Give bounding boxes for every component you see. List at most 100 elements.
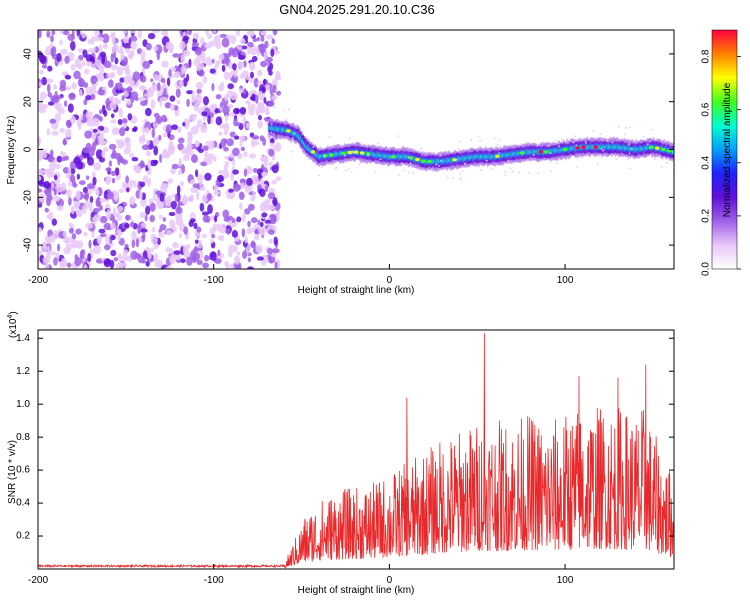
noise-blob (162, 148, 168, 156)
noise-blob (217, 175, 224, 183)
noise-blob (46, 30, 51, 38)
noise-blob (53, 257, 58, 266)
noise-blob (101, 150, 106, 158)
noise-blob (207, 153, 215, 160)
outlier-point (407, 156, 410, 159)
noise-blob (49, 251, 57, 256)
noise-blob (227, 83, 234, 90)
noise-blob (75, 190, 81, 201)
noise-blob (47, 101, 55, 106)
noise-blob (202, 262, 210, 269)
noise-blob (124, 68, 131, 76)
noise-blob (39, 69, 44, 75)
noise-blob (147, 177, 151, 187)
noise-blob (98, 44, 103, 50)
outlier-point (485, 159, 488, 162)
y-tick-label: -20 (23, 190, 34, 205)
outlier-point (651, 128, 653, 131)
noise-blob (169, 219, 176, 229)
outlier-point (575, 144, 578, 147)
noise-blob (195, 81, 204, 89)
noise-blob (158, 134, 162, 141)
outlier-point (470, 139, 473, 142)
noise-blob (158, 203, 165, 208)
noise-blob (44, 235, 51, 242)
noise-blob (270, 217, 274, 224)
noise-blob (168, 69, 172, 77)
outlier-point (352, 151, 355, 154)
noise-blob (54, 112, 62, 122)
x-tick-label: 0 (387, 275, 393, 286)
noise-blob (121, 95, 125, 101)
noise-blob (274, 261, 278, 269)
noise-blob (46, 198, 51, 206)
noise-blob (230, 77, 237, 82)
noise-blob (153, 145, 159, 156)
outlier-point (397, 174, 400, 177)
noise-blob (249, 61, 255, 70)
outlier-point (600, 147, 603, 150)
noise-blob (247, 257, 251, 263)
noise-blob (60, 48, 68, 56)
noise-blob (168, 211, 176, 217)
noise-blob (66, 189, 72, 198)
noise-blob (62, 30, 70, 36)
noise-blob (233, 118, 238, 127)
noise-blob (68, 222, 73, 228)
outlier-point (585, 141, 587, 144)
noise-blob (226, 228, 231, 235)
spectrogram-y-ticks: -40 -20 0 20 40 (23, 48, 674, 252)
noise-blob (200, 123, 208, 133)
noise-blob (213, 191, 221, 196)
noise-blob (92, 128, 98, 133)
noise-blob (257, 184, 262, 190)
noise-blob (186, 90, 194, 95)
noise-blob (169, 95, 176, 102)
noise-blob (247, 266, 254, 269)
outlier-point (572, 141, 575, 144)
noise-blob (202, 145, 209, 151)
noise-blob (207, 115, 211, 125)
noise-blob (63, 246, 71, 255)
noise-blob (259, 188, 266, 197)
noise-blob (264, 40, 269, 49)
noise-blob (112, 207, 117, 215)
noise-blob (189, 218, 196, 223)
noise-blob (165, 246, 170, 253)
noise-blob (139, 160, 145, 168)
noise-blob (83, 99, 88, 106)
outlier-point (598, 155, 601, 158)
snr-scale-suffix: ) (8, 311, 19, 314)
noise-blob (129, 179, 137, 186)
noise-blob (150, 78, 154, 83)
outlier-point (664, 140, 666, 143)
noise-blob (170, 145, 175, 156)
noise-blob (125, 215, 129, 221)
noise-blob (150, 247, 154, 253)
noise-blob (84, 130, 93, 139)
noise-blob (118, 108, 124, 118)
noise-blob (76, 30, 81, 37)
x-tick-label: 100 (557, 575, 574, 586)
noise-blob (137, 224, 141, 234)
noise-blob (41, 77, 48, 86)
noise-blob (207, 192, 212, 201)
noise-blob (47, 245, 51, 256)
noise-blob (98, 205, 103, 211)
noise-blob (129, 152, 135, 159)
outlier-point (628, 143, 630, 146)
noise-blob (70, 63, 76, 71)
noise-blob (186, 73, 190, 82)
noise-blob (94, 46, 100, 53)
outlier-point (629, 167, 632, 170)
noise-blob (269, 138, 275, 144)
chart-title: GN04.2025.291.20.10.C36 (279, 2, 434, 17)
signal-peak (538, 150, 543, 154)
noise-blob (152, 193, 157, 202)
noise-blob (263, 97, 267, 104)
outlier-point (344, 169, 347, 172)
noise-blob (159, 97, 163, 107)
noise-blob (114, 193, 119, 202)
noise-blob (205, 59, 213, 66)
noise-blob (111, 177, 116, 184)
